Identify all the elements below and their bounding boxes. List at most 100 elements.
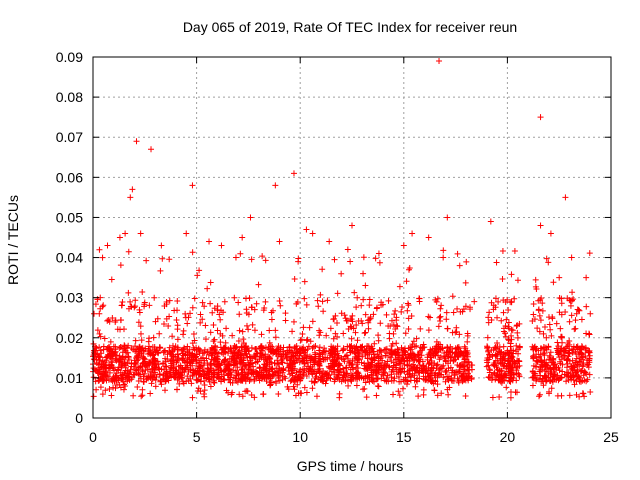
data-point xyxy=(413,377,420,384)
data-point xyxy=(118,375,125,382)
data-point xyxy=(485,319,492,326)
data-point xyxy=(433,338,440,345)
data-point xyxy=(96,246,103,253)
data-point xyxy=(569,372,576,379)
data-point xyxy=(144,366,151,373)
data-point xyxy=(294,381,301,388)
data-point xyxy=(169,357,176,364)
data-point xyxy=(147,359,154,366)
data-point xyxy=(215,375,222,382)
data-point xyxy=(125,248,132,255)
data-point xyxy=(386,335,393,342)
data-point xyxy=(305,343,312,350)
data-point xyxy=(404,378,411,385)
data-point xyxy=(225,365,232,372)
data-point xyxy=(336,369,343,376)
data-point xyxy=(206,368,213,375)
data-point xyxy=(143,257,150,264)
data-point xyxy=(409,230,416,237)
data-point xyxy=(582,369,589,376)
data-point xyxy=(343,352,350,359)
data-point xyxy=(573,391,580,398)
data-point xyxy=(118,302,125,309)
data-point xyxy=(268,316,275,323)
data-point xyxy=(224,362,231,368)
data-point xyxy=(375,383,382,390)
data-point xyxy=(511,295,518,302)
data-point xyxy=(506,350,513,357)
data-point xyxy=(547,326,554,333)
data-point xyxy=(152,318,159,325)
data-point xyxy=(92,378,99,385)
data-point xyxy=(313,393,320,400)
data-point xyxy=(434,392,441,399)
y-tick-label: 0.03 xyxy=(56,290,83,306)
data-point xyxy=(500,309,507,316)
data-point xyxy=(454,375,461,382)
data-point xyxy=(369,378,376,385)
data-point xyxy=(432,345,439,352)
data-point xyxy=(579,390,586,397)
data-point xyxy=(234,379,241,386)
data-point xyxy=(419,344,426,351)
data-point xyxy=(117,262,124,269)
data-point xyxy=(428,361,435,368)
data-point xyxy=(562,308,569,315)
data-point xyxy=(224,372,231,379)
data-point xyxy=(294,298,301,305)
data-point xyxy=(112,319,119,326)
data-point xyxy=(338,270,345,277)
data-point xyxy=(374,304,381,311)
data-point xyxy=(457,308,464,315)
data-point xyxy=(120,386,127,393)
data-point xyxy=(119,360,126,367)
data-point xyxy=(545,314,552,321)
data-point xyxy=(413,342,420,349)
data-point xyxy=(168,365,175,372)
data-point xyxy=(493,259,500,266)
data-point xyxy=(93,386,100,393)
data-point xyxy=(585,361,592,368)
data-point xyxy=(416,368,423,375)
data-point xyxy=(178,374,185,381)
data-point xyxy=(161,303,168,310)
data-point xyxy=(533,345,540,352)
data-point xyxy=(263,371,270,378)
data-point xyxy=(235,299,242,306)
data-point xyxy=(106,318,113,325)
data-point xyxy=(108,362,115,369)
data-point xyxy=(462,359,469,366)
data-point xyxy=(348,316,355,323)
data-point xyxy=(175,345,182,352)
data-point xyxy=(316,344,323,351)
data-point xyxy=(184,355,191,362)
data-point xyxy=(533,286,540,293)
data-point xyxy=(194,272,201,279)
data-point xyxy=(385,322,392,329)
data-point xyxy=(553,320,560,327)
data-point xyxy=(271,348,278,355)
data-point xyxy=(487,218,494,225)
data-point xyxy=(221,357,228,364)
data-point xyxy=(442,358,449,365)
data-point xyxy=(573,350,580,357)
data-point xyxy=(166,297,173,304)
data-point xyxy=(340,374,347,381)
data-point xyxy=(193,376,200,383)
data-point xyxy=(188,351,195,358)
data-point xyxy=(245,367,252,374)
data-point xyxy=(380,372,387,379)
data-point xyxy=(290,170,297,177)
y-tick-label: 0.04 xyxy=(56,250,83,266)
data-point xyxy=(362,366,369,373)
data-point xyxy=(558,374,565,381)
data-point xyxy=(111,349,118,356)
data-point xyxy=(299,331,306,338)
data-point xyxy=(276,377,283,384)
data-point xyxy=(445,391,452,398)
data-point xyxy=(212,342,219,349)
data-point xyxy=(341,312,348,319)
data-point xyxy=(559,339,566,346)
data-point xyxy=(117,384,124,391)
data-point xyxy=(541,373,548,380)
